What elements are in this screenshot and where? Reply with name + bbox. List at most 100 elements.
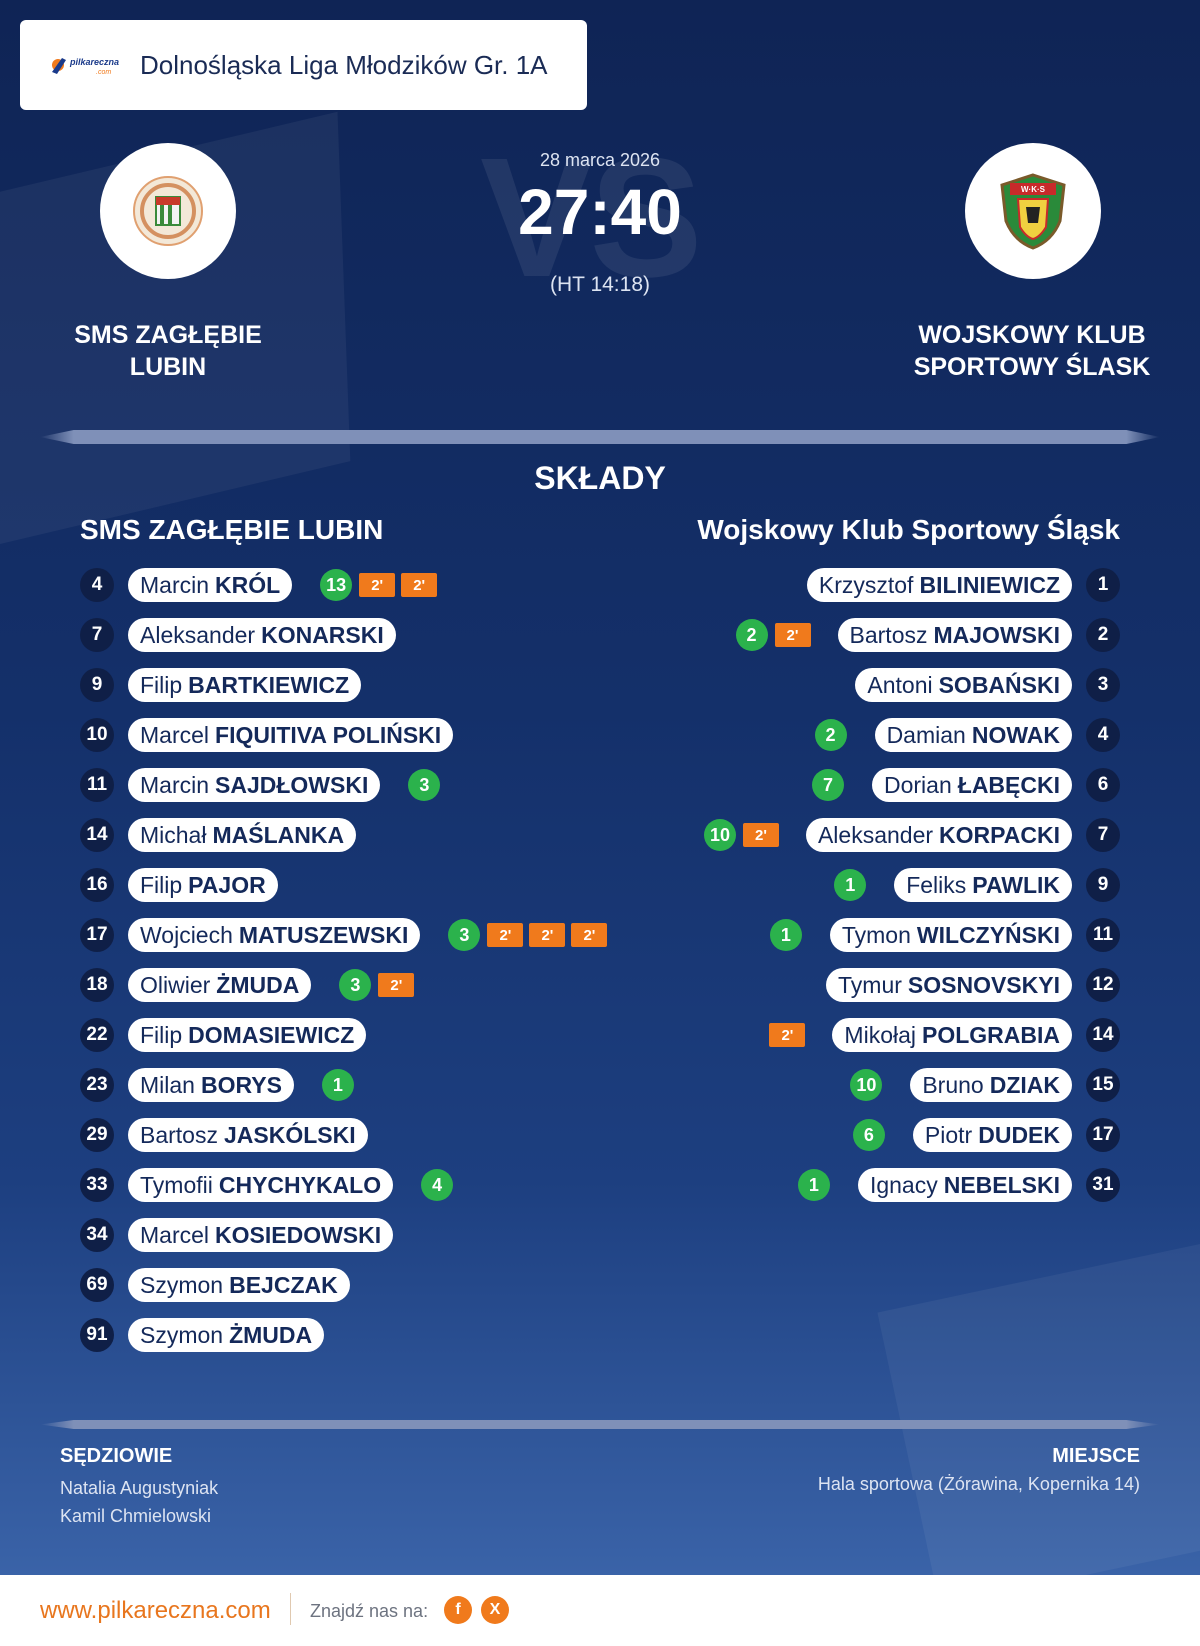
player-first-name: Tymur [838,971,902,998]
player-last-name: FIQUITIVA POLIŃSKI [215,721,442,748]
player-last-name: WILCZYŃSKI [916,921,1060,948]
crest-text: W·K·S [1021,185,1046,194]
player-number: 4 [1086,718,1120,752]
player-name: Filip PAJOR [128,868,278,902]
goals-badge: 4 [421,1169,454,1201]
player-row: 2 2' Bartosz MAJOWSKI 2 [700,610,1120,660]
player-name: Szymon BEJCZAK [128,1268,350,1302]
section-divider [40,1420,1160,1429]
player-name: Milan BORYS [128,1068,294,1102]
player-row: Antoni SOBAŃSKI 3 [700,660,1120,710]
suspension-badge: 2' [774,623,811,647]
player-last-name: PAJOR [188,871,266,898]
suspension-badge: 2' [378,973,415,997]
player-number: 17 [80,918,114,952]
player-stats: 3 [404,769,444,801]
player-row: 7 Aleksander KONARSKI [80,610,610,660]
player-stats: 3 2' [335,969,417,1001]
player-number: 2 [1086,618,1120,652]
facebook-icon[interactable]: f [444,1596,472,1624]
player-first-name: Bartosz [849,621,928,648]
section-divider [40,430,1160,444]
player-row: 4 Marcin KRÓL 13 2' 2' [80,560,610,610]
player-last-name: ŻMUDA [216,971,300,998]
player-name: Szymon ŻMUDA [128,1318,325,1352]
away-team-name: WOJSKOWY KLUB SPORTOWY ŚLASK [882,319,1182,383]
player-last-name: POLGRABIA [922,1021,1060,1048]
player-last-name: ŁABĘCKI [957,771,1060,798]
suspension-badge: 2' [401,573,438,597]
goals-badge: 3 [408,769,441,801]
player-first-name: Bruno [922,1071,984,1098]
goals-badge: 1 [769,919,802,951]
away-roster: Krzysztof BILINIEWICZ 1 2 2' Bartosz MAJOWSKI 2… [700,560,1120,1210]
goals-badge: 6 [852,1119,885,1151]
player-first-name: Damian [886,721,966,748]
player-last-name: DOMASIEWICZ [188,1021,355,1048]
player-row: 33 Tymofii CHYCHYKALO 4 [80,1160,610,1210]
player-name: Mikołaj POLGRABIA [832,1018,1072,1052]
player-stats: 10 [846,1069,886,1101]
player-last-name: DZIAK [989,1071,1060,1098]
player-number: 29 [80,1118,114,1152]
player-first-name: Wojciech [140,921,233,948]
player-number: 3 [1086,668,1120,702]
player-number: 12 [1086,968,1120,1002]
venue-title: MIEJSCE [1052,1445,1140,1467]
find-us-label: Znajdź nas na: [310,1601,429,1621]
player-first-name: Antoni [867,671,933,698]
player-row: 23 Milan BORYS 1 [80,1060,610,1110]
player-last-name: CHYCHYKALO [218,1171,382,1198]
player-number: 17 [1086,1118,1120,1152]
player-last-name: DUDEK [978,1121,1060,1148]
player-row: 2' Mikołaj POLGRABIA 14 [700,1010,1120,1060]
player-first-name: Aleksander [817,821,934,848]
footer: www.pilkareczna.com Znajdź nas na: f X [0,1575,1200,1646]
goals-badge: 3 [339,969,372,1001]
player-row: 7 Dorian ŁABĘCKI 6 [700,760,1120,810]
player-stats: 1 [794,1169,834,1201]
player-row: 1 Feliks PAWLIK 9 [700,860,1120,910]
league-header: pilkareczna .com Dolnośląska Liga Młodzi… [20,20,587,110]
player-name: Antoni SOBAŃSKI [855,668,1072,702]
player-first-name: Tymofii [140,1171,213,1198]
player-first-name: Feliks [906,871,967,898]
player-first-name: Milan [140,1071,195,1098]
x-icon[interactable]: X [481,1596,509,1624]
player-row: 10 2' Aleksander KORPACKI 7 [700,810,1120,860]
website-link[interactable]: www.pilkareczna.com [40,1597,271,1624]
player-row: 22 Filip DOMASIEWICZ [80,1010,610,1060]
player-number: 9 [1086,868,1120,902]
away-lineup-title: Wojskowy Klub Sportowy Śląsk [697,514,1120,545]
player-name: Bartosz JASKÓLSKI [128,1118,368,1152]
home-team-name-line2: LUBIN [129,353,207,381]
player-stats: 3 2' 2' 2' [444,919,610,951]
player-name: Tymur SOSNOVSKYI [826,968,1072,1002]
player-first-name: Mikołaj [844,1021,916,1048]
slask-wroclaw-crest-icon: W·K·S [1000,173,1066,250]
player-last-name: MAŚLANKA [212,821,345,848]
suspension-badge: 2' [359,573,396,597]
player-stats: 7 [808,769,848,801]
player-name: Filip BARTKIEWICZ [128,668,362,702]
player-number: 7 [80,618,114,652]
player-name: Tymon WILCZYŃSKI [829,918,1072,952]
player-row: 11 Marcin SAJDŁOWSKI 3 [80,760,610,810]
player-name: Michał MAŚLANKA [128,818,357,852]
player-row: 10 Marcel FIQUITIVA POLIŃSKI [80,710,610,760]
player-first-name: Piotr [924,1121,973,1148]
player-last-name: BORYS [200,1071,282,1098]
player-number: 9 [80,668,114,702]
player-name: Tymofii CHYCHYKALO [128,1168,394,1202]
player-stats: 10 2' [700,819,782,851]
player-first-name: Marcel [140,721,210,748]
home-team-name-line1: SMS ZAGŁĘBIE [74,321,262,349]
player-stats: 4 [417,1169,457,1201]
player-last-name: BILINIEWICZ [919,571,1060,598]
player-number: 91 [80,1318,114,1352]
player-stats: 6 [849,1119,889,1151]
player-number: 16 [80,868,114,902]
player-row: 69 Szymon BEJCZAK [80,1260,610,1310]
player-number: 1 [1086,568,1120,602]
away-team-logo: W·K·S [965,143,1101,279]
